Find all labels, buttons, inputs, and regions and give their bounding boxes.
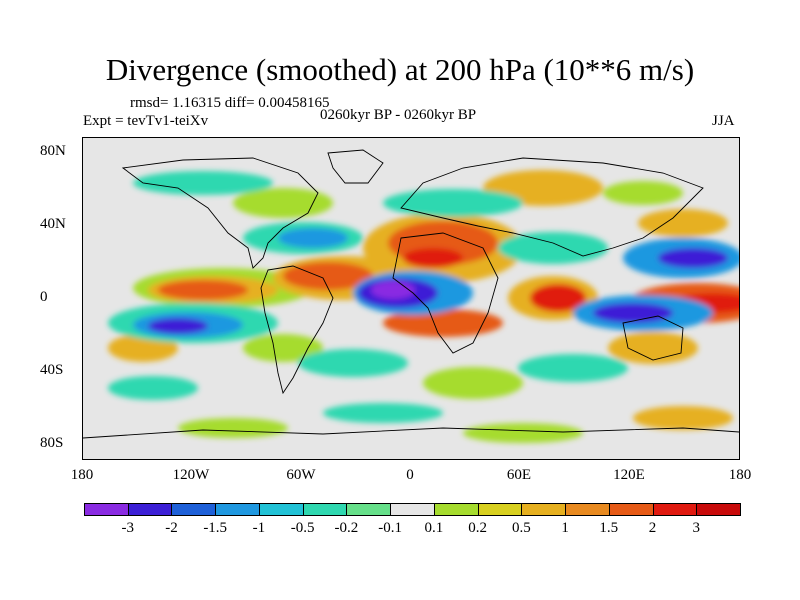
colorbar-swatch <box>258 503 304 516</box>
colorbar-swatch <box>608 503 654 516</box>
pos-anomaly <box>233 188 333 218</box>
plot-title: Divergence (smoothed) at 200 hPa (10**6 … <box>105 52 695 87</box>
pos-anomaly <box>638 209 728 237</box>
lon-label-180e: 180 <box>728 467 752 483</box>
pos-anomaly <box>283 262 373 290</box>
neg-anomaly <box>371 281 415 299</box>
pos-anomaly <box>423 367 523 399</box>
colorbar-tick-label: -1.5 <box>203 520 228 536</box>
colorbar-swatch <box>215 503 260 516</box>
pos-anomaly <box>603 181 683 205</box>
coastline-africa <box>392 232 499 354</box>
colorbar-swatch <box>565 503 610 516</box>
neg-anomaly <box>148 318 208 334</box>
colorbar-swatch <box>346 503 392 516</box>
neg-anomaly <box>593 303 673 323</box>
lat-label-eq: 0 <box>40 289 48 305</box>
lat-label-80n: 80N <box>40 143 66 159</box>
lon-label-180w: 180 <box>70 467 94 483</box>
coastline-north-america <box>121 157 319 269</box>
colorbar-swatch <box>390 503 435 516</box>
colorbar-swatch <box>171 503 217 516</box>
colorbar-swatch <box>477 503 523 516</box>
lon-label-120e: 120E <box>613 467 645 483</box>
coastline-greenland <box>327 149 384 184</box>
coastline-europe-asia <box>400 157 704 257</box>
experiment-label: Expt = tevTv1-teiXv <box>83 113 209 129</box>
neg-anomaly <box>383 189 523 217</box>
pos-anomaly <box>530 284 586 312</box>
colorbar-tick-label: -2 <box>165 520 178 536</box>
neg-anomaly <box>108 376 198 400</box>
colorbar-tick-label: 1 <box>561 520 569 536</box>
neg-anomaly <box>278 228 348 248</box>
lon-label-120w: 120W <box>172 467 210 483</box>
lat-label-80s: 80S <box>40 435 64 451</box>
lon-label-0: 0 <box>406 467 414 483</box>
neg-anomaly <box>658 248 728 268</box>
lon-label-60w: 60W <box>286 467 316 483</box>
neg-anomaly <box>498 232 608 264</box>
colorbar-tick-label: 0.1 <box>424 520 444 536</box>
divergence-field <box>83 138 739 459</box>
pos-anomaly <box>633 406 733 430</box>
pos-anomaly <box>158 280 248 300</box>
colorbar <box>84 503 741 516</box>
coastlines <box>83 149 739 439</box>
pos-anomaly <box>243 334 323 362</box>
lon-label-60e: 60E <box>506 467 532 483</box>
pos-anomaly <box>463 423 583 443</box>
colorbar-tick-label: -1 <box>252 520 266 536</box>
colorbar-swatch <box>521 503 567 516</box>
period-label: 0260kyr BP - 0260kyr BP <box>320 107 477 123</box>
colorbar-swatch <box>302 503 348 516</box>
divergence-map <box>82 137 740 460</box>
colorbar-tick-label: 0.5 <box>511 520 531 536</box>
pos-anomaly <box>608 332 698 364</box>
colorbar-tick-label: 0.2 <box>468 520 487 536</box>
colorbar-tick-label: -3 <box>121 520 134 536</box>
colorbar-tick-label: -0.2 <box>334 520 359 536</box>
pos-anomaly <box>178 418 288 438</box>
pos-anomaly <box>403 248 463 268</box>
coastline-south-america <box>260 265 334 395</box>
neg-anomaly <box>323 403 443 423</box>
lat-label-40s: 40S <box>40 362 64 378</box>
colorbar-tick-label: 1.5 <box>599 520 619 536</box>
colorbar-tick-label: -0.5 <box>290 520 315 536</box>
colorbar-swatch <box>84 503 129 516</box>
colorbar-tick-label: 3 <box>692 520 701 536</box>
coastline-antarctica <box>83 427 739 439</box>
colorbar-swatch <box>127 503 173 516</box>
neg-anomaly <box>518 354 628 382</box>
colorbar-tick-label: -0.1 <box>378 520 402 536</box>
neg-anomaly <box>298 349 408 377</box>
season-label: JJA <box>712 113 735 129</box>
colorbar-swatch <box>652 503 698 516</box>
colorbar-tick-label: 2 <box>648 520 657 536</box>
lat-label-40n: 40N <box>40 216 66 232</box>
pos-anomaly <box>383 309 503 337</box>
rmsd-diff-stats: rmsd= 1.16315 diff= 0.00458165 <box>130 95 330 111</box>
coastline-australia <box>622 315 684 361</box>
neg-anomaly <box>133 171 273 195</box>
colorbar-swatch <box>696 503 741 516</box>
colorbar-swatch <box>433 503 479 516</box>
